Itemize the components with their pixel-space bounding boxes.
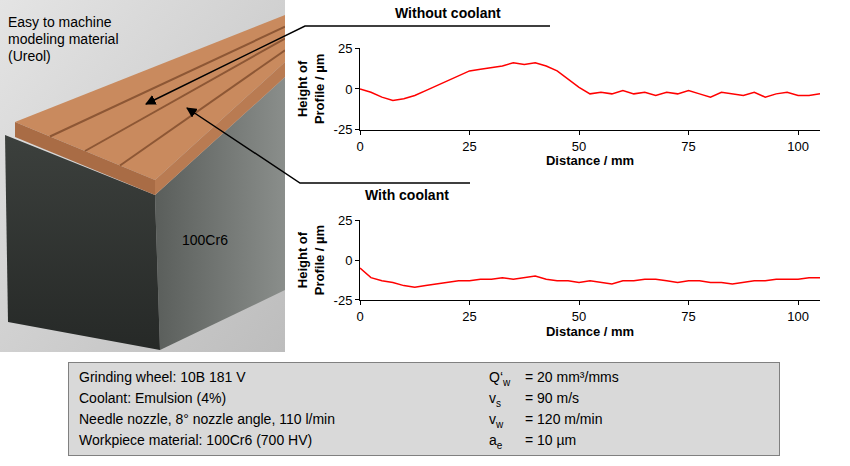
svg-text:25: 25 (338, 213, 352, 228)
html-text:Workpiece material: 100Cr6 (70: Workpiece material: 100Cr6 (700 HV) (79, 432, 313, 448)
svg-text:-25: -25 (334, 293, 353, 308)
svg-text:Height ofProfile / µm: Height ofProfile / µm (295, 54, 327, 124)
svg-text:0: 0 (356, 139, 363, 154)
svg-text:0: 0 (356, 309, 363, 324)
html-text:Without coolant: Without coolant (395, 5, 501, 21)
svg-text:0: 0 (345, 82, 352, 97)
html-text:Grinding wheel: 10B 181 V: Grinding wheel: 10B 181 V (79, 369, 246, 385)
html-text:vw: vw (489, 411, 504, 430)
html-text:= 120 m/min: = 120 m/min (525, 411, 603, 427)
svg-text:75: 75 (681, 309, 695, 324)
html-text:= 20 mm³/mms: = 20 mm³/mms (525, 369, 619, 385)
html-text:= 90 m/s: = 90 m/s (525, 390, 580, 406)
svg-text:100: 100 (787, 309, 809, 324)
html-text:With coolant: With coolant (365, 187, 449, 203)
html-text:100Cr6: 100Cr6 (182, 232, 228, 248)
svg-text:50: 50 (572, 139, 586, 154)
svg-text:100: 100 (787, 139, 809, 154)
svg-text:25: 25 (338, 41, 352, 56)
svg-text:-25: -25 (334, 122, 353, 137)
svg-text:Distance / mm: Distance / mm (546, 324, 634, 339)
html-text:ae: ae (489, 432, 503, 451)
svg-text:75: 75 (681, 139, 695, 154)
html-text:Coolant: Emulsion (4%): Coolant: Emulsion (4%) (79, 390, 227, 406)
svg-text:Distance / mm: Distance / mm (546, 154, 634, 169)
html-text:= 10 µm: = 10 µm (525, 432, 577, 448)
svg-text:Height ofProfile / µm: Height ofProfile / µm (295, 225, 327, 295)
svg-text:0: 0 (345, 253, 352, 268)
svg-text:25: 25 (462, 309, 476, 324)
html-text:Easy to machine modeling mater: Easy to machine modeling material (Ureol… (8, 14, 119, 64)
svg-text:50: 50 (572, 309, 586, 324)
svg-text:25: 25 (462, 139, 476, 154)
html-text:vs: vs (489, 390, 501, 409)
html-text:Q‘w: Q‘w (489, 369, 511, 388)
html-text:Needle nozzle, 8° nozzle angle: Needle nozzle, 8° nozzle angle, 110 l/mi… (79, 411, 335, 427)
